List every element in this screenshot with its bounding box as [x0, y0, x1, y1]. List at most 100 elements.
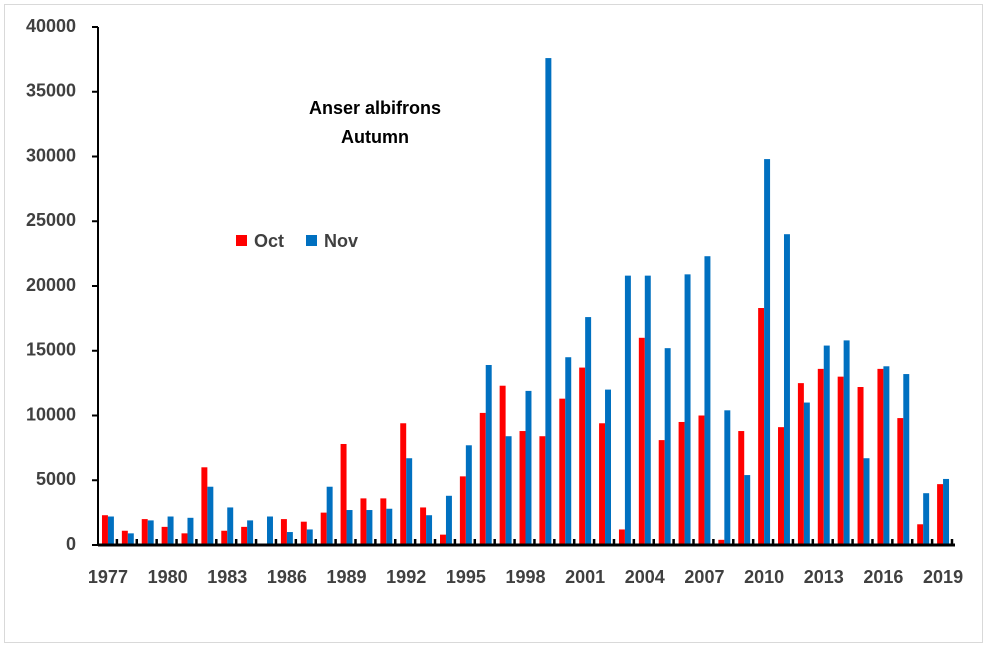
bar — [107, 516, 114, 545]
bar — [505, 436, 512, 545]
bar — [161, 526, 168, 545]
x-tick-label: 1992 — [386, 567, 426, 587]
y-tick-label: 5000 — [36, 469, 76, 489]
bar — [247, 520, 254, 545]
bar — [386, 508, 393, 545]
legend-label: Nov — [324, 231, 358, 251]
bar — [300, 521, 307, 545]
bar — [241, 526, 248, 545]
x-tick-label: 1980 — [148, 567, 188, 587]
bar — [877, 368, 884, 545]
bar — [684, 274, 691, 545]
bar — [658, 440, 665, 545]
bar — [917, 524, 924, 545]
bar — [127, 533, 134, 545]
bar — [280, 519, 287, 545]
bar — [618, 529, 625, 545]
bar — [320, 512, 327, 545]
bar — [459, 476, 466, 545]
bar — [797, 383, 804, 545]
bar — [718, 539, 725, 545]
bar — [326, 486, 333, 545]
bar — [380, 498, 387, 545]
bar — [519, 431, 526, 545]
bar — [704, 256, 711, 545]
x-tick-label: 1986 — [267, 567, 307, 587]
bar — [738, 431, 745, 545]
bar — [585, 317, 592, 545]
bar — [360, 498, 367, 545]
bar — [937, 484, 944, 545]
bar — [485, 364, 492, 545]
y-tick-label: 15000 — [26, 340, 76, 360]
chart-subtitle: Autumn — [341, 127, 409, 147]
bar — [426, 515, 433, 545]
x-tick-label: 1983 — [207, 567, 247, 587]
bar — [638, 337, 645, 545]
bar — [565, 357, 572, 545]
bar — [440, 534, 446, 545]
legend-swatch — [306, 235, 317, 246]
bar — [306, 529, 313, 545]
bar — [499, 385, 506, 545]
x-tick-label: 2010 — [744, 567, 784, 587]
bar — [366, 510, 373, 545]
bar — [167, 516, 174, 545]
x-tick-label: 2001 — [565, 567, 605, 587]
bar — [221, 530, 228, 545]
y-tick-label: 0 — [66, 534, 76, 554]
legend-swatch — [236, 235, 247, 246]
bar — [227, 507, 234, 545]
bar — [525, 390, 532, 545]
x-tick-label: 1995 — [446, 567, 486, 587]
legend-label: Oct — [254, 231, 284, 251]
bar — [579, 367, 586, 545]
y-tick-label: 25000 — [26, 210, 76, 230]
bar — [843, 340, 850, 545]
chart-title: Anser albifrons — [309, 98, 441, 118]
bar — [479, 412, 486, 545]
bar — [823, 345, 830, 545]
chart-border — [4, 4, 983, 643]
y-tick-label: 40000 — [26, 16, 76, 36]
bar — [406, 458, 413, 545]
bar — [837, 376, 844, 545]
bar — [664, 348, 671, 545]
bar — [803, 402, 810, 545]
x-tick-label: 2007 — [684, 567, 724, 587]
bar — [545, 58, 552, 545]
bar — [286, 532, 293, 545]
x-tick-label: 2016 — [863, 567, 903, 587]
bar — [724, 410, 731, 545]
bar — [539, 436, 546, 545]
bar — [201, 467, 208, 545]
bar — [340, 443, 347, 545]
bar — [141, 519, 148, 545]
bar — [863, 458, 870, 545]
bar — [817, 368, 824, 545]
bar — [943, 478, 950, 545]
x-tick-label: 2019 — [923, 567, 963, 587]
bar — [147, 520, 154, 545]
y-tick-label: 10000 — [26, 404, 76, 424]
bar — [778, 427, 784, 545]
bar — [923, 493, 930, 545]
x-tick-label: 2004 — [625, 567, 665, 587]
x-tick-label: 1977 — [88, 567, 128, 587]
bar — [187, 517, 194, 545]
x-tick-label: 1989 — [327, 567, 367, 587]
bar — [897, 418, 904, 545]
bar — [605, 389, 611, 545]
bar — [783, 234, 790, 545]
bar — [101, 515, 108, 545]
y-tick-label: 30000 — [26, 145, 76, 165]
bar — [420, 507, 427, 545]
bar — [624, 275, 631, 545]
bar — [744, 475, 751, 545]
bar — [121, 530, 128, 545]
y-tick-label: 35000 — [26, 81, 76, 101]
bar — [883, 366, 890, 545]
bar — [267, 516, 273, 545]
bar — [559, 398, 566, 545]
